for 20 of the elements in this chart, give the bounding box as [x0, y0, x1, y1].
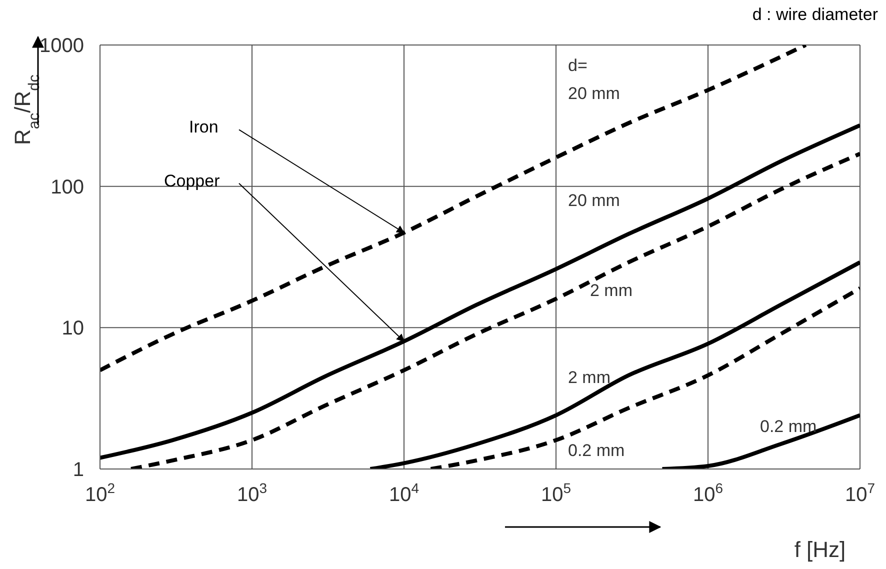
y-tick-label: 100	[50, 176, 84, 198]
annotation: Copper	[164, 171, 220, 190]
x-tick-label: 10$^{4}$	[388, 480, 420, 506]
annotation: Iron	[189, 118, 218, 137]
y-tick-label: 1000	[40, 35, 84, 57]
x-tick-label: 10$^{6}$	[692, 480, 724, 506]
y-tick-label: 1	[72, 459, 84, 481]
x-tick-label: 10$^{3}$	[236, 480, 268, 506]
series-label: 2 mm	[590, 281, 632, 300]
text: d : wire diameter	[752, 5, 878, 24]
series-label: 0.2 mm	[760, 417, 817, 436]
x-tick-label: 10$^{2}$	[84, 480, 116, 506]
x-tick-label: 10$^{5}$	[540, 480, 572, 506]
series-label: 0.2 mm	[568, 441, 625, 460]
series-label: 2 mm	[568, 368, 610, 387]
y-tick-label: 10	[62, 318, 84, 340]
x-tick-label: 10$^{7}$	[844, 480, 876, 506]
series-label: d= 20 mm	[568, 56, 620, 103]
x-axis-title: f [Hz]	[794, 537, 846, 562]
series-label: 20 mm	[568, 191, 620, 210]
